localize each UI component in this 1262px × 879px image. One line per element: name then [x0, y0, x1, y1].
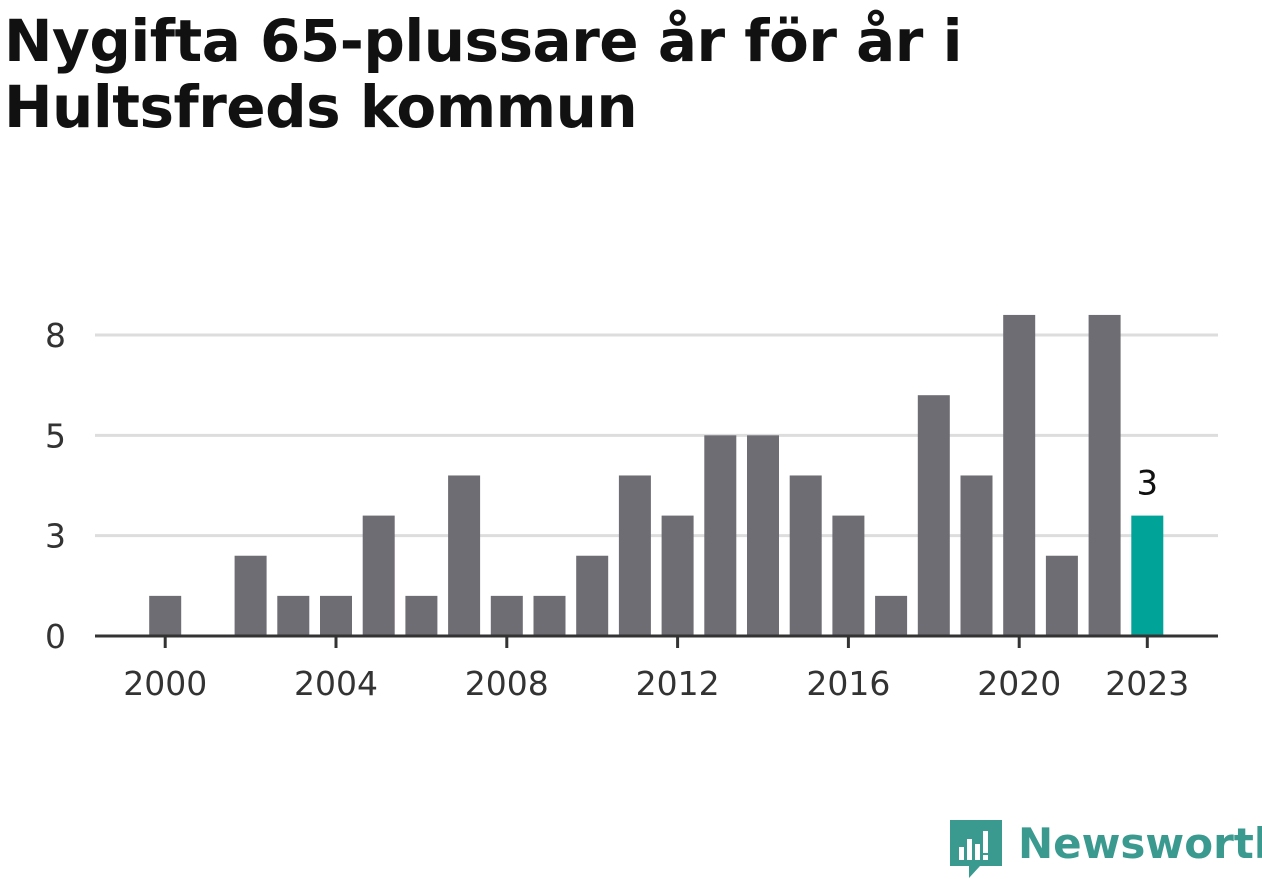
- bar: [661, 515, 694, 636]
- title-line-1: Nygifta 65-plussare år för år i: [4, 7, 962, 75]
- bar: [362, 515, 395, 636]
- bar: [320, 595, 352, 636]
- bar: [704, 435, 737, 636]
- bar: [747, 435, 779, 636]
- x-tick-label: 2008: [465, 664, 549, 703]
- x-tick-label: 2000: [123, 664, 207, 703]
- y-tick-label: 8: [45, 316, 66, 355]
- bar: [576, 555, 609, 636]
- bar: [917, 395, 950, 636]
- title-line-2: Hultsfreds kommun: [4, 73, 638, 141]
- bar: [960, 475, 993, 636]
- bar: [1131, 515, 1164, 636]
- bar-value-label: 3: [1136, 464, 1158, 504]
- bar: [277, 595, 310, 636]
- bar: [533, 595, 566, 636]
- chart-title: Nygifta 65-plussare år för år i Hultsfre…: [4, 8, 1104, 140]
- bar: [448, 475, 481, 636]
- newsworthy-logo-icon: [950, 820, 1002, 878]
- bar: [875, 595, 908, 636]
- y-tick-label: 5: [45, 416, 66, 455]
- bar: [618, 475, 651, 636]
- bar: [490, 595, 523, 636]
- bar: [1045, 555, 1078, 636]
- x-tick-label: 2012: [636, 664, 720, 703]
- x-tick-label: 2020: [977, 664, 1061, 703]
- x-tick-label: 2004: [294, 664, 378, 703]
- bar: [1088, 314, 1121, 636]
- bar: [234, 555, 267, 636]
- x-tick-label: 2016: [806, 664, 890, 703]
- bar: [789, 475, 822, 636]
- bar: [405, 595, 438, 636]
- y-tick-label: 0: [45, 617, 66, 656]
- bar: [832, 515, 865, 636]
- y-tick-label: 3: [45, 517, 66, 556]
- x-tick-label: 2023: [1105, 664, 1189, 703]
- logo-text: Newsworthy: [1018, 819, 1262, 868]
- bar: [1003, 314, 1036, 636]
- bar: [149, 595, 182, 636]
